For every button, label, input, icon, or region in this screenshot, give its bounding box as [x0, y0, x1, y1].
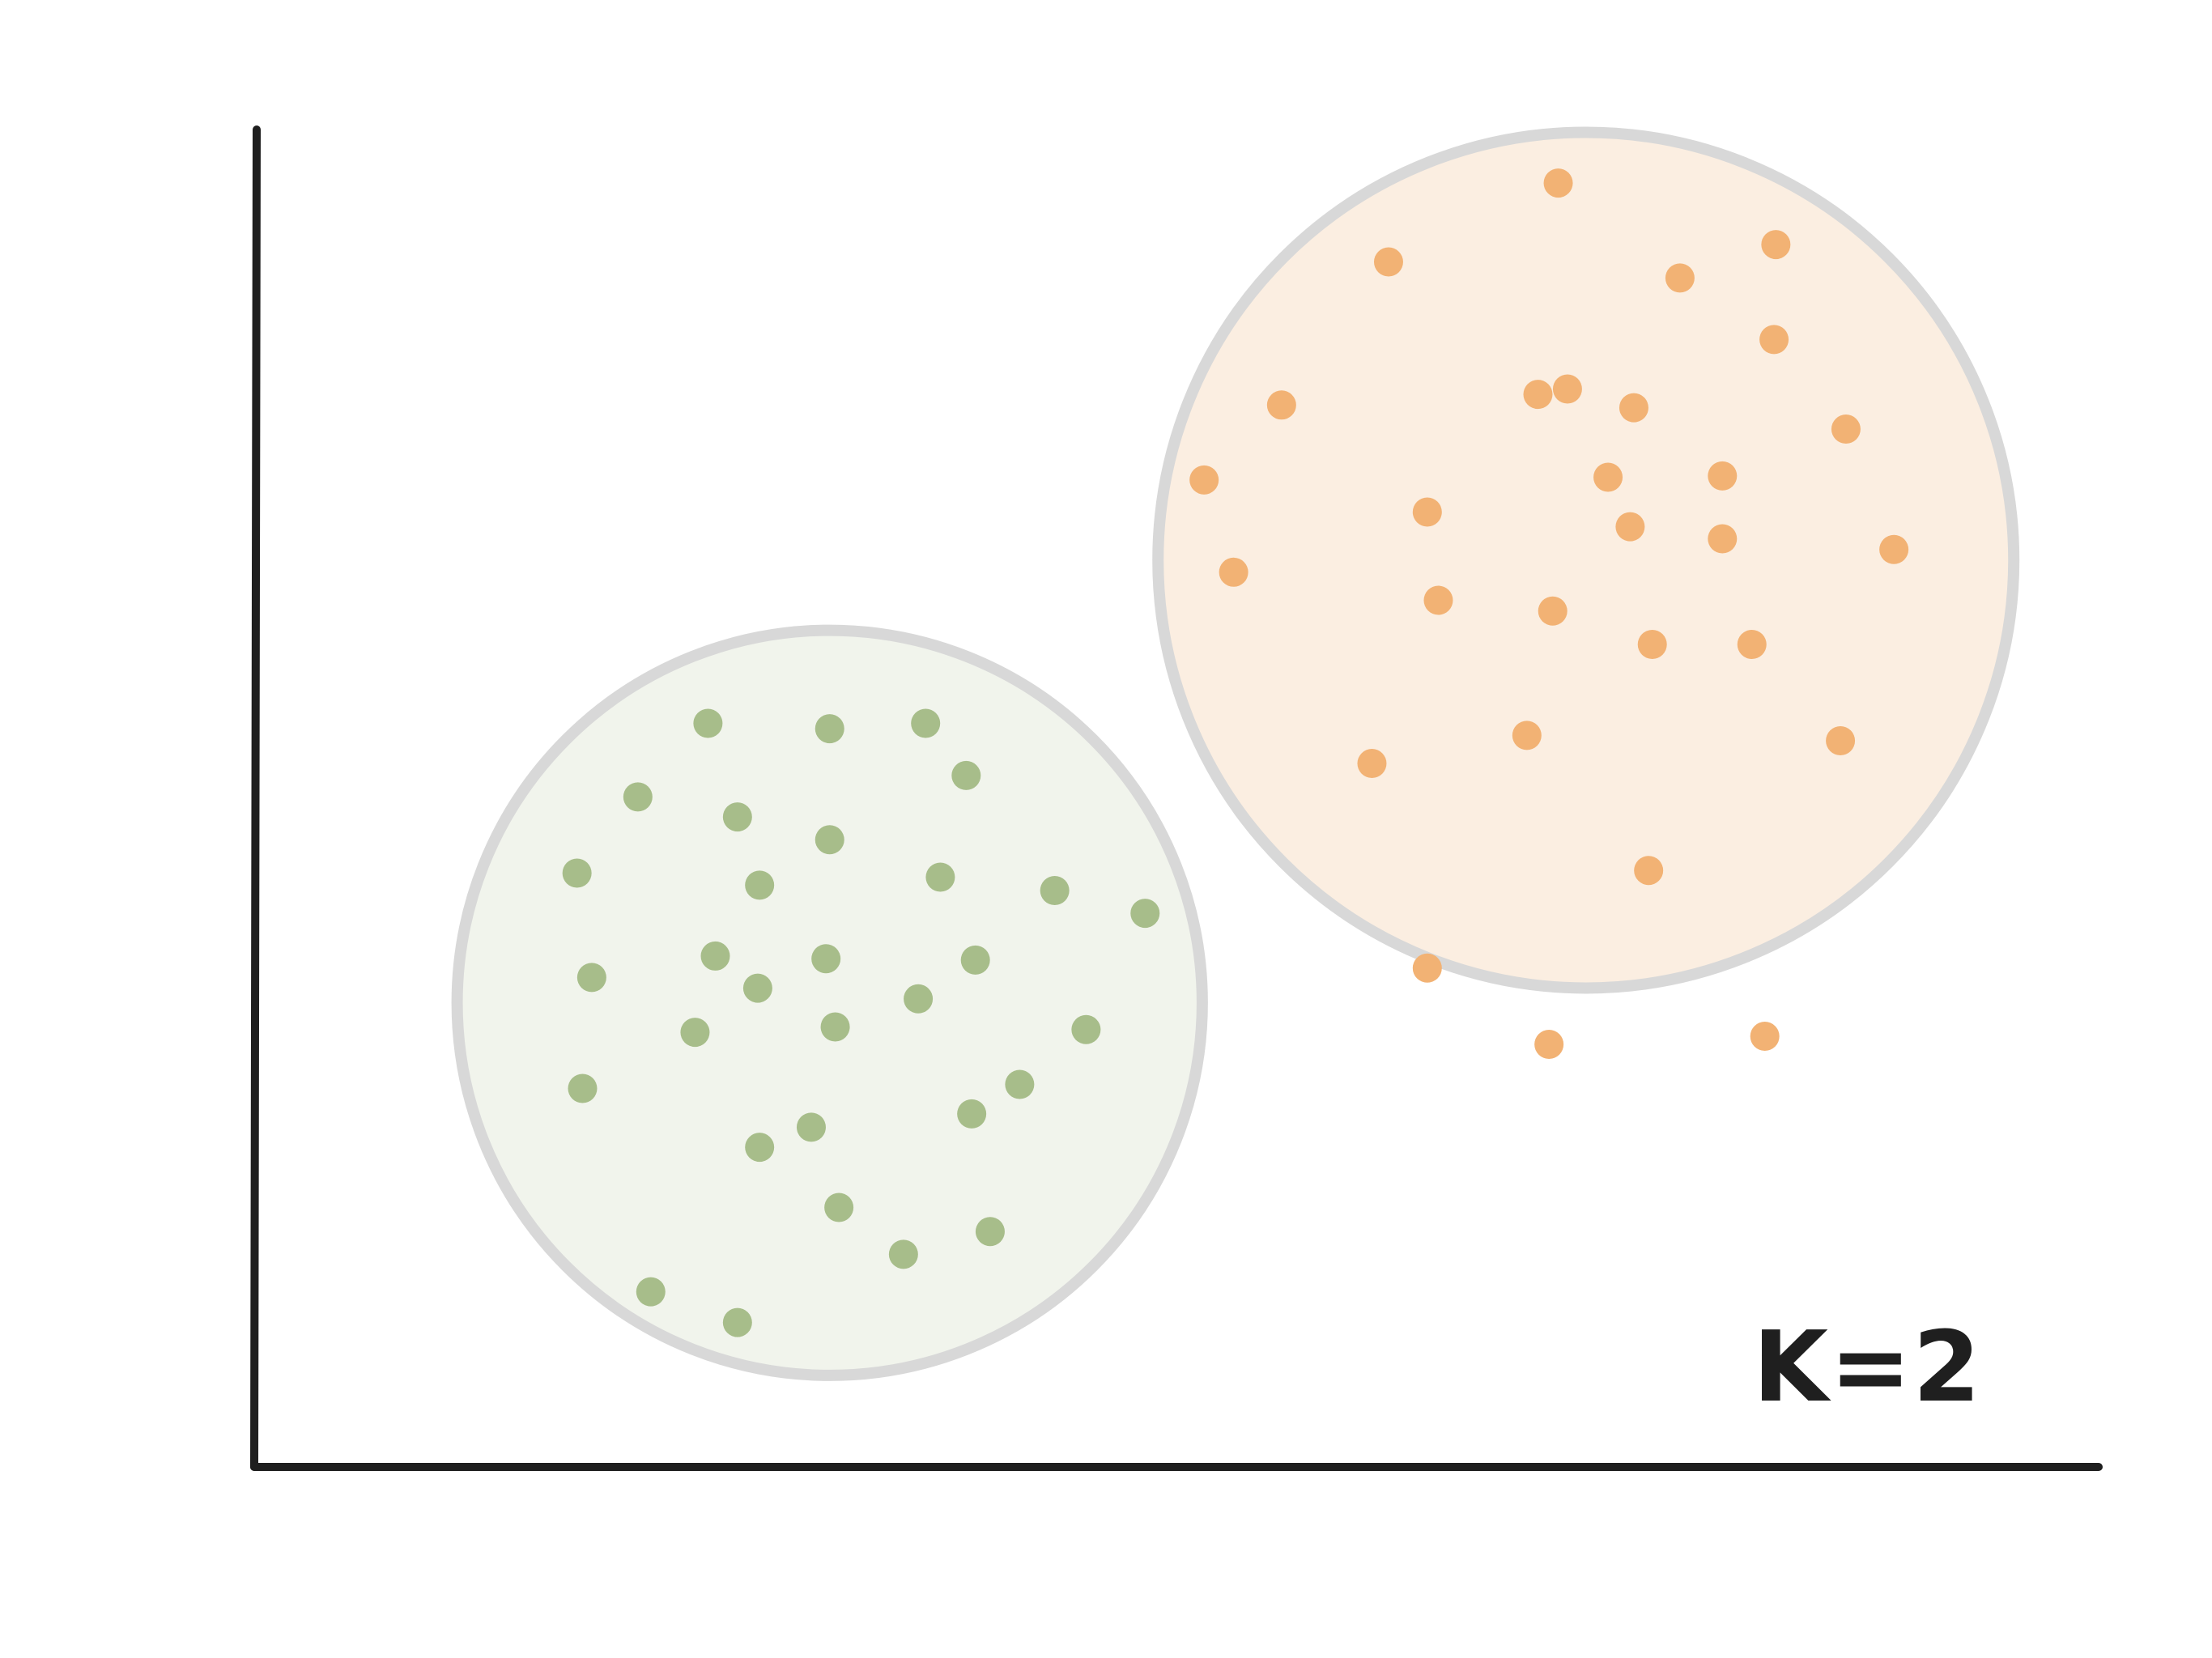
- cluster-2-point: [1637, 630, 1667, 660]
- cluster-1-point: [888, 1239, 918, 1269]
- cluster-1-point: [975, 1217, 1005, 1247]
- y-axis-line: [250, 125, 261, 1471]
- cluster-2-point: [1412, 953, 1442, 983]
- cluster-2-point: [1759, 325, 1789, 355]
- cluster-1-point: [811, 944, 841, 974]
- cluster-1-point: [1130, 899, 1160, 929]
- cluster-1-point: [815, 825, 844, 855]
- cluster-1-point: [1040, 875, 1070, 905]
- cluster-2-point: [1619, 393, 1648, 423]
- cluster-1-point: [700, 941, 730, 971]
- cluster-1-point: [815, 714, 844, 744]
- cluster-2-point: [1708, 524, 1738, 554]
- cluster-1-point: [745, 870, 775, 900]
- cluster-1-point: [911, 708, 941, 738]
- cluster-2-point: [1219, 557, 1249, 587]
- cluster-2-point: [1266, 390, 1296, 420]
- cluster-1-point: [925, 862, 955, 892]
- cluster-2-point: [1523, 380, 1553, 410]
- cluster-1-point: [623, 782, 653, 812]
- cluster-1-point: [693, 708, 723, 738]
- cluster-1-point: [904, 984, 934, 1014]
- cluster-2-point: [1189, 465, 1219, 495]
- cluster-1-point: [742, 973, 772, 1003]
- cluster-1-point: [636, 1277, 666, 1307]
- cluster-1-point: [680, 1018, 710, 1048]
- cluster-2-point: [1423, 585, 1453, 615]
- cluster-1-point: [562, 858, 592, 888]
- cluster-1-point: [1005, 1069, 1035, 1099]
- cluster-2-point: [1552, 374, 1582, 404]
- cluster-1-boundary: [451, 624, 1208, 1381]
- cluster-2-point: [1412, 497, 1442, 527]
- cluster-1-point: [722, 1307, 752, 1337]
- cluster-2-point: [1357, 749, 1387, 779]
- cluster-2-point: [1534, 1029, 1564, 1059]
- cluster-1-point: [722, 802, 752, 832]
- cluster-2-point: [1593, 462, 1623, 492]
- cluster-1-point: [960, 945, 990, 975]
- cluster-2-point: [1879, 534, 1909, 564]
- cluster-2-point: [1665, 263, 1695, 293]
- cluster-1-point: [576, 963, 606, 993]
- cluster-2-point: [1543, 168, 1573, 198]
- cluster-points: [562, 168, 1909, 1337]
- cluster-2-point: [1761, 230, 1791, 260]
- cluster-2-point: [1708, 461, 1738, 491]
- cluster-2-point: [1737, 630, 1767, 660]
- cluster-1-point: [745, 1133, 775, 1163]
- cluster-1-point: [568, 1073, 598, 1103]
- cluster-1-point: [796, 1112, 826, 1142]
- cluster-1-point: [957, 1099, 987, 1129]
- cluster-2-point: [1750, 1022, 1780, 1052]
- cluster-2-point: [1615, 512, 1645, 542]
- cluster-2-point: [1634, 856, 1664, 886]
- k-value-annotation: K=2: [1753, 1312, 1982, 1424]
- cluster-2-point: [1831, 414, 1861, 444]
- cluster-1-point: [824, 1192, 854, 1222]
- cluster-boundaries: [451, 126, 2020, 1381]
- cluster-1-point: [951, 760, 981, 790]
- cluster-1-point: [1071, 1014, 1101, 1044]
- cluster-2-point: [1826, 725, 1856, 755]
- cluster-1-point: [820, 1012, 850, 1042]
- cluster-2-point: [1538, 596, 1568, 626]
- cluster-2-point: [1512, 721, 1542, 750]
- cluster-2-point: [1373, 247, 1403, 277]
